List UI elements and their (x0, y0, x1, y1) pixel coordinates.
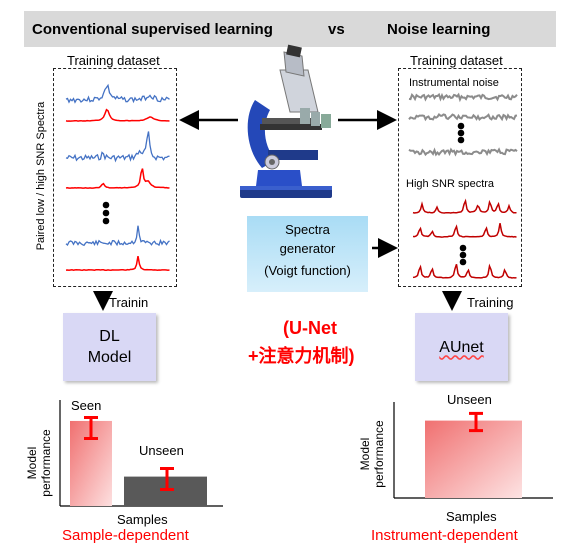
left-chart-xlabel: Samples (117, 512, 168, 527)
right-ellipsis-dots-2 (459, 244, 467, 266)
aunet-label: AUnet (439, 338, 484, 356)
right-chart-ylabel: Model performance (358, 414, 386, 494)
noise-trace-3 (408, 147, 518, 157)
right-chart-ylabel-2: performance (372, 420, 386, 488)
instrumental-noise-label: Instrumental noise (409, 77, 499, 89)
right-training-label: Training (467, 295, 514, 310)
microscope-icon (240, 44, 332, 198)
unet-line-1: (U-Net (283, 318, 337, 338)
right-chart-ylabel-1: Model (358, 437, 372, 471)
left-errorbar-unseen (160, 467, 174, 491)
left-dataset-box (53, 68, 177, 287)
noise-trace-1 (408, 92, 518, 103)
seen-label: Seen (71, 398, 102, 413)
left-spectrum-blue-3 (65, 225, 170, 247)
left-chart (59, 400, 223, 507)
right-errorbar-unseen (469, 411, 483, 433)
aunet-model-box: AUnet (415, 313, 508, 381)
right-title: Noise learning (387, 21, 491, 38)
left-dataset-label: Training dataset (66, 53, 161, 68)
header-bar (24, 11, 556, 47)
left-chart-ylabel-2: performance (39, 429, 53, 497)
noise-trace-2 (408, 113, 518, 122)
vs-label: vs (328, 21, 345, 38)
left-title: Conventional supervised learning (32, 21, 273, 38)
high-snr-spectrum-2 (412, 223, 517, 238)
left-training-label: Trainin (109, 295, 149, 310)
right-unseen-label: Unseen (447, 392, 492, 407)
dl-model-box: DL Model (63, 313, 156, 381)
high-snr-spectrum-1 (412, 198, 517, 214)
left-chart-ylabel: Model performance (25, 423, 53, 503)
generator-line-1: Spectra (285, 222, 330, 237)
spectra-generator-box: Spectra generator (Voigt function) (247, 216, 368, 292)
right-chart (393, 402, 553, 499)
left-spectrum-red-3 (65, 255, 170, 271)
high-snr-label: High SNR spectra (406, 178, 495, 190)
left-errorbar-seen (84, 416, 98, 440)
unet-line-2: +注意力机制) (248, 346, 355, 366)
right-chart-xlabel: Samples (446, 509, 497, 524)
left-spectrum-red-1 (65, 108, 170, 122)
left-chart-ylabel-1: Model (25, 446, 39, 480)
right-dataset-box (398, 68, 522, 287)
left-spectrum-blue-1 (65, 83, 170, 104)
instrument-dependent-caption: Instrument-dependent (371, 527, 518, 544)
right-bar-unseen (425, 420, 522, 498)
high-snr-spectrum-3 (412, 263, 517, 279)
sample-dependent-caption: Sample-dependent (62, 527, 189, 544)
left-unseen-label: Unseen (139, 443, 184, 458)
left-spectrum-blue-2 (65, 131, 170, 163)
left-ellipsis-dots (102, 201, 110, 225)
generator-line-2: generator (279, 241, 336, 256)
generator-line-3: (Voigt function) (264, 263, 351, 278)
right-dataset-label: Training dataset (409, 53, 504, 68)
right-ellipsis-dots-1 (457, 122, 465, 144)
left-spectrum-red-2 (65, 168, 170, 189)
